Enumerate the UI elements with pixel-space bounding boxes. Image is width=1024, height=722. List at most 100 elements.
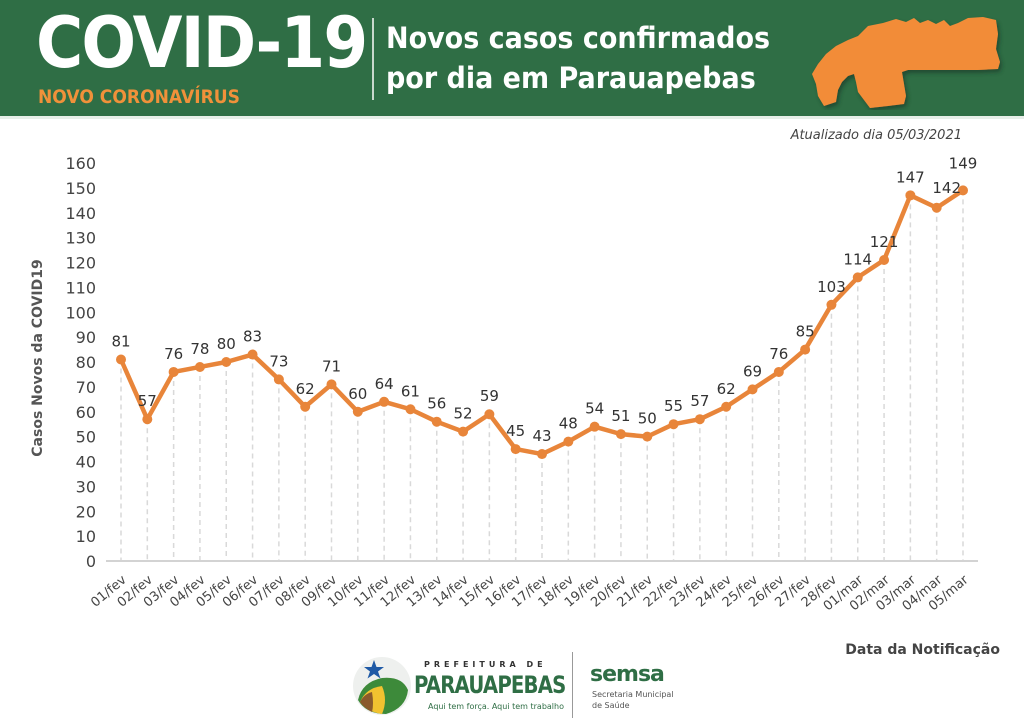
data-point bbox=[379, 396, 390, 407]
data-label: 76 bbox=[164, 345, 183, 363]
data-label: 50 bbox=[638, 410, 657, 428]
semsa-subtitle-line1: Secretaria Municipal bbox=[592, 690, 674, 699]
data-point bbox=[326, 379, 337, 390]
parauapebas-logo-icon bbox=[353, 657, 411, 715]
data-label: 147 bbox=[896, 168, 925, 186]
data-label: 78 bbox=[190, 340, 209, 358]
grid-layer bbox=[120, 190, 964, 561]
data-point bbox=[247, 349, 258, 360]
data-point bbox=[484, 409, 495, 420]
data-point bbox=[826, 299, 837, 310]
data-label: 114 bbox=[843, 250, 872, 268]
semsa-wordmark: semsa bbox=[590, 662, 665, 687]
y-tick-label: 130 bbox=[65, 229, 96, 248]
data-label: 121 bbox=[870, 233, 899, 251]
data-label: 83 bbox=[243, 328, 262, 346]
y-tick-label: 100 bbox=[65, 303, 96, 322]
data-point bbox=[221, 357, 232, 367]
y-ticks: 0 10 20 30 40 50 60 70 80 90 100 110 120 130 140 150 160 bbox=[65, 154, 96, 571]
data-point bbox=[142, 414, 153, 425]
brand-subtitle: NOVO CORONAVÍRUS bbox=[38, 86, 240, 108]
y-tick-label: 50 bbox=[76, 428, 96, 447]
data-point bbox=[405, 404, 416, 415]
x-ticks: 01/fev02/fev03/fev04/fev05/fev06/fev07/f… bbox=[88, 572, 972, 614]
prefeitura-label: PREFEITURA DE bbox=[424, 660, 547, 669]
y-tick-label: 80 bbox=[76, 353, 96, 372]
data-label: 62 bbox=[296, 380, 315, 398]
data-point bbox=[773, 366, 784, 377]
data-label: 71 bbox=[322, 357, 341, 375]
data-point bbox=[116, 354, 126, 365]
footer-logos: PREFEITURA DE PARAUAPEBAS Aqui tem força… bbox=[352, 652, 682, 720]
data-label: 61 bbox=[401, 382, 420, 400]
data-point bbox=[879, 255, 890, 266]
data-point bbox=[273, 374, 284, 385]
data-label: 64 bbox=[375, 375, 394, 393]
data-label: 43 bbox=[532, 427, 551, 445]
y-tick-label: 60 bbox=[76, 403, 96, 422]
y-tick-label: 150 bbox=[65, 179, 96, 198]
y-tick-label: 140 bbox=[65, 204, 96, 223]
data-point bbox=[642, 431, 653, 442]
data-label: 142 bbox=[932, 179, 961, 197]
y-tick-label: 10 bbox=[76, 527, 96, 546]
data-point bbox=[458, 426, 469, 437]
y-axis-label: Casos Novos da COVID19 bbox=[30, 259, 46, 456]
data-point bbox=[905, 190, 916, 201]
data-point bbox=[721, 401, 732, 412]
data-label: 52 bbox=[454, 405, 473, 423]
chart-title-line1: Novos casos confirmados bbox=[386, 21, 771, 55]
data-label: 69 bbox=[743, 362, 762, 380]
data-point bbox=[537, 449, 547, 460]
y-tick-label: 20 bbox=[76, 502, 96, 521]
data-point bbox=[168, 366, 179, 377]
para-state-map-icon bbox=[812, 17, 1000, 108]
data-label: 45 bbox=[506, 422, 525, 440]
data-label: 80 bbox=[217, 335, 236, 353]
x-axis-label: Data da Notificação bbox=[845, 642, 1000, 658]
data-label: 85 bbox=[796, 323, 815, 341]
data-label: 51 bbox=[611, 407, 630, 425]
header-strip bbox=[0, 116, 1024, 119]
data-point bbox=[931, 202, 942, 213]
brand-title: COVID-19 bbox=[36, 2, 368, 84]
data-point bbox=[800, 344, 811, 355]
data-points bbox=[116, 185, 968, 460]
data-point bbox=[852, 272, 863, 283]
data-label: 76 bbox=[769, 345, 788, 363]
data-point bbox=[563, 436, 574, 447]
y-tick-label: 120 bbox=[65, 254, 96, 273]
data-label: 54 bbox=[585, 400, 604, 418]
chart-title-line2: por dia em Parauapebas bbox=[386, 61, 756, 95]
data-label: 57 bbox=[690, 392, 709, 410]
y-tick-label: 0 bbox=[86, 552, 96, 571]
data-label: 81 bbox=[111, 333, 130, 351]
data-label: 56 bbox=[427, 395, 446, 413]
data-point bbox=[352, 406, 363, 417]
data-label: 48 bbox=[559, 415, 578, 433]
series-line-casos-novos bbox=[118, 188, 966, 457]
semsa-subtitle-line2: de Saúde bbox=[592, 701, 630, 710]
data-point bbox=[431, 416, 442, 427]
y-tick-label: 30 bbox=[76, 477, 96, 496]
data-point bbox=[194, 361, 205, 372]
data-point bbox=[747, 384, 758, 395]
data-labels: 81 57 76 78 80 83 73 62 71 60 64 61 56 52 59 45 43 48 54 51… bbox=[111, 154, 977, 445]
data-label: 149 bbox=[949, 154, 978, 172]
data-point bbox=[694, 414, 705, 425]
data-point bbox=[589, 421, 600, 432]
prefeitura-slogan: Aqui tem força. Aqui tem trabalho bbox=[428, 702, 564, 711]
data-label: 57 bbox=[138, 392, 157, 410]
parauapebas-wordmark: PARAUAPEBAS bbox=[414, 671, 566, 699]
data-label: 60 bbox=[348, 385, 367, 403]
data-point bbox=[668, 419, 679, 430]
data-label: 55 bbox=[664, 397, 683, 415]
footer-divider bbox=[572, 652, 573, 718]
y-tick-label: 160 bbox=[65, 154, 96, 173]
data-point bbox=[300, 401, 311, 412]
data-point bbox=[958, 185, 968, 196]
y-tick-label: 90 bbox=[76, 328, 96, 347]
data-label: 73 bbox=[269, 352, 288, 370]
data-label: 62 bbox=[717, 380, 736, 398]
y-tick-label: 70 bbox=[76, 378, 96, 397]
